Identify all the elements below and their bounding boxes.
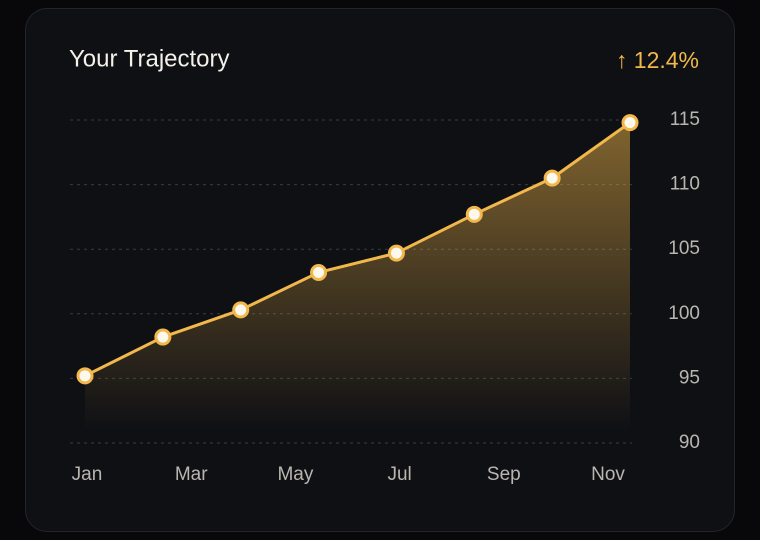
y-tick-label: 105 xyxy=(668,238,700,259)
x-tick-label: Jan xyxy=(72,464,103,485)
x-tick-label: May xyxy=(277,464,313,485)
point xyxy=(310,263,328,281)
x-tick-label: Sep xyxy=(487,464,521,485)
y-tick-label: 115 xyxy=(670,109,700,130)
area xyxy=(85,122,630,432)
point xyxy=(232,301,250,319)
point xyxy=(76,367,94,385)
chart-title: Your Trajectory xyxy=(69,45,230,72)
y-tick-label: 90 xyxy=(679,432,700,453)
y-tick-label: 110 xyxy=(670,174,700,195)
y-tick-label: 95 xyxy=(679,367,700,388)
change-badge: ↑ 12.4% xyxy=(616,47,699,73)
point xyxy=(621,114,639,132)
point xyxy=(543,169,561,187)
point xyxy=(465,205,483,223)
x-tick-label: Mar xyxy=(175,464,208,485)
x-tick-label: Nov xyxy=(591,464,625,485)
x-tick-label: Jul xyxy=(387,464,411,485)
point xyxy=(154,328,172,346)
y-tick-label: 100 xyxy=(668,303,700,324)
point xyxy=(387,244,405,262)
line xyxy=(84,121,631,378)
